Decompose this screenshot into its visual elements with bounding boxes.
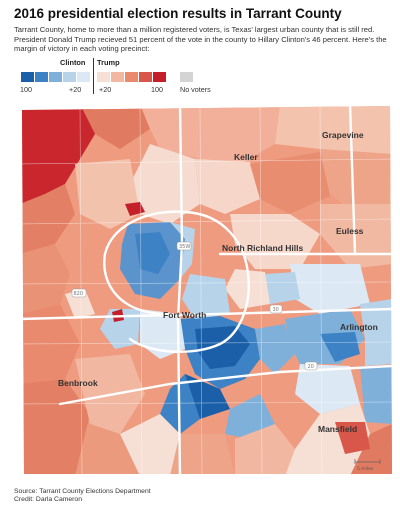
highway-35w <box>176 104 184 476</box>
precinct-fw-southeast-core <box>195 326 250 369</box>
precinct-grapevine <box>275 106 392 164</box>
precinct-arlington-core <box>320 332 360 362</box>
legend-tick-clinton-20: +20 <box>69 85 82 94</box>
precinct-keller-east <box>250 152 330 214</box>
precinct-fw-east <box>255 324 295 374</box>
precinct-map: 35W 820 30 20 Grapevine Keller Euless No… <box>20 104 392 476</box>
legend-tick-clinton-100: 100 <box>20 85 32 94</box>
highway-121 <box>348 104 357 256</box>
precinct-fw-south-east <box>225 394 275 439</box>
precinct-northwest-3 <box>75 159 140 229</box>
shield-820: 820 <box>74 291 84 297</box>
precinct-south-4 <box>235 424 295 474</box>
label-fort-worth: Fort Worth <box>163 310 206 320</box>
shield-20: 20 <box>308 364 314 370</box>
precinct-euless <box>320 204 392 269</box>
precinct-north-1 <box>140 106 280 164</box>
scale-label: 5 miles <box>357 466 374 472</box>
scale-bar: 5 miles <box>354 459 381 472</box>
shield-30: 30 <box>273 307 279 313</box>
legend-tick-trump-20: +20 <box>99 85 112 94</box>
label-benbrook: Benbrook <box>58 378 98 388</box>
legend-swatch-trump-3 <box>125 72 138 82</box>
precinct-northeast <box>320 149 392 214</box>
precinct-fw-downtown-east <box>182 274 230 319</box>
precinct-arlington-southeast <box>360 366 392 424</box>
precinct-fills <box>22 106 392 474</box>
legend-swatch-clinton-1 <box>21 72 34 82</box>
highway-shields: 35W 820 30 20 <box>71 241 318 371</box>
label-grapevine: Grapevine <box>322 130 364 140</box>
precinct-red-northwest <box>22 106 95 204</box>
precinct-fw-northeast <box>170 222 195 279</box>
label-euless: Euless <box>336 226 364 236</box>
precinct-arlington-east <box>360 299 392 366</box>
precinct-west-1 <box>22 184 75 254</box>
highway-30 <box>20 307 392 321</box>
highway-820-loop <box>103 210 250 353</box>
precinct-red-speck-north <box>125 202 145 216</box>
shield-35w: 35W <box>179 244 190 250</box>
highway-20 <box>58 364 392 406</box>
precinct-hurst <box>265 272 300 304</box>
legend-swatch-trump-2 <box>111 72 124 82</box>
precinct-south-3 <box>170 434 235 474</box>
legend-tick-no-voters: No voters <box>180 85 211 94</box>
precinct-bedford-light <box>290 264 370 314</box>
legend: Clinton Trump 100 +20 +20 100 No voters <box>14 58 314 98</box>
legend-swatch-trump-4 <box>139 72 152 82</box>
precinct-south-2 <box>120 414 180 474</box>
precinct-nrh <box>230 214 320 269</box>
footer: Source: Tarrant County Elections Departm… <box>14 488 151 505</box>
page-title: 2016 presidential election results in Ta… <box>14 6 342 21</box>
label-north-richland-hills: North Richland Hills <box>222 243 304 253</box>
city-labels: Grapevine Keller Euless North Richland H… <box>58 130 378 434</box>
precinct-mansfield-core <box>335 422 370 454</box>
precinct-fw-north-core <box>135 232 170 274</box>
legend-trump-label: Trump <box>97 58 120 67</box>
legend-swatch-clinton-2 <box>35 72 48 82</box>
legend-swatch-clinton-5 <box>77 72 90 82</box>
map-svg: 35W 820 30 20 Grapevine Keller Euless No… <box>20 104 392 476</box>
precinct-west-2 <box>22 244 70 314</box>
legend-tick-trump-100: 100 <box>151 85 163 94</box>
precinct-mansfield-east <box>350 424 392 474</box>
precinct-keller-south <box>195 159 260 214</box>
credit-line: Credit: Darla Cameron <box>14 496 82 504</box>
intro-text: Tarrant County, home to more than a mill… <box>14 25 387 54</box>
precinct-haltom <box>225 269 270 309</box>
highways <box>20 104 392 476</box>
precinct-south-1 <box>75 424 140 474</box>
precinct-southwest-2 <box>22 379 90 474</box>
label-keller: Keller <box>234 152 258 162</box>
label-arlington: Arlington <box>340 322 378 332</box>
legend-swatch-clinton-3 <box>49 72 62 82</box>
legend-swatch-no-voters <box>180 72 193 82</box>
legend-clinton-label: Clinton <box>60 58 86 67</box>
precinct-fw-central <box>140 309 185 359</box>
legend-swatch-trump-5 <box>153 72 166 82</box>
source-line: Source: Tarrant County Elections Departm… <box>14 488 151 495</box>
legend-divider <box>93 58 94 94</box>
precinct-northwest-2 <box>80 106 150 149</box>
label-mansfield: Mansfield <box>318 424 357 434</box>
legend-swatch-clinton-4 <box>63 72 76 82</box>
legend-swatch-trump-1 <box>97 72 110 82</box>
precinct-arlington-south <box>295 364 360 414</box>
